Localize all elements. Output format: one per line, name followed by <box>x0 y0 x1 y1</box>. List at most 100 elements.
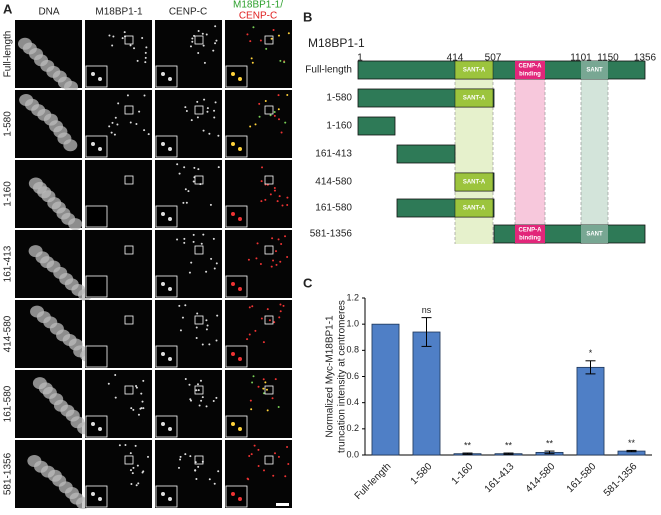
row-label: 414-580 <box>3 315 14 352</box>
spot <box>189 45 192 48</box>
inset <box>155 205 178 228</box>
significance: ns <box>422 305 432 315</box>
x-tick-label: 1-580 <box>409 461 435 487</box>
spot <box>135 122 138 125</box>
spot <box>280 243 283 246</box>
zoom-box <box>124 35 134 45</box>
spot <box>264 381 267 384</box>
spot <box>191 37 194 40</box>
spot <box>213 116 216 119</box>
inset <box>155 135 178 158</box>
spot <box>181 316 184 319</box>
spot <box>273 321 276 324</box>
spot <box>212 400 215 403</box>
x-tick-label: 1-160 <box>450 461 476 487</box>
spot <box>283 61 286 64</box>
construct-bar <box>357 116 396 136</box>
dna-blob <box>68 218 83 231</box>
spot <box>270 37 273 40</box>
spot <box>206 324 209 327</box>
spot <box>277 238 280 241</box>
spot <box>192 180 195 183</box>
protein-name: M18BP1-1 <box>308 36 365 50</box>
spot <box>145 46 148 49</box>
domain-label: SANT <box>586 232 603 238</box>
spot <box>193 166 196 169</box>
inset-spot <box>231 492 235 496</box>
domain-label: SANT-A <box>463 96 486 102</box>
spot <box>282 304 285 307</box>
inset-spot <box>238 497 242 501</box>
inset-spot <box>168 217 172 221</box>
spot <box>274 378 277 381</box>
zoom-box <box>124 105 134 115</box>
zoom-box <box>124 385 134 395</box>
spot <box>281 204 284 207</box>
y-tick-label: 1.2 <box>346 292 359 302</box>
spot <box>276 200 279 203</box>
spot <box>252 26 255 29</box>
spot <box>192 233 195 236</box>
spot <box>135 484 138 487</box>
spot <box>215 339 218 342</box>
spot <box>112 35 115 38</box>
inset <box>225 345 248 368</box>
domain-label: SANT-A <box>463 180 486 186</box>
spot <box>179 329 182 332</box>
spot <box>202 129 205 132</box>
spot <box>144 51 147 54</box>
spot <box>287 32 290 35</box>
spot <box>108 125 111 128</box>
y-axis-label: truncation intensity at centromeres <box>337 300 348 453</box>
spot <box>178 172 181 175</box>
spot <box>201 343 204 346</box>
spot <box>184 453 187 456</box>
position-label: 1101 <box>570 53 592 64</box>
inset-spot <box>238 147 242 151</box>
spot <box>129 469 132 472</box>
spot <box>114 396 117 399</box>
inset-spot <box>238 77 242 81</box>
inset <box>85 415 108 438</box>
spot <box>141 36 144 39</box>
column-header: M18BP1-1/ <box>233 0 283 11</box>
zoom-box <box>124 455 134 465</box>
spot <box>113 133 116 136</box>
spot <box>184 304 187 307</box>
dna-blob <box>64 80 79 93</box>
spot <box>251 305 254 308</box>
inset <box>85 485 108 508</box>
cenpa-box <box>515 225 545 243</box>
spot <box>190 119 193 122</box>
spot <box>258 115 261 118</box>
sant-a-box <box>454 172 494 192</box>
spot <box>279 303 282 306</box>
spot <box>278 316 281 319</box>
spot <box>196 312 199 315</box>
spot <box>130 407 133 410</box>
spot <box>271 397 274 400</box>
spot <box>214 42 217 45</box>
inset <box>225 485 248 508</box>
spot <box>136 59 139 62</box>
spot <box>142 379 145 382</box>
spot <box>259 263 262 266</box>
spot <box>256 242 259 245</box>
construct-label: 1-580 <box>326 93 352 104</box>
spot <box>252 375 255 378</box>
spot <box>136 464 139 467</box>
spot <box>251 61 254 64</box>
spot <box>277 108 280 111</box>
spot <box>260 180 263 183</box>
inset-spot <box>231 212 235 216</box>
spot <box>266 409 269 412</box>
spot <box>190 261 193 264</box>
spot <box>248 455 251 458</box>
spot <box>273 187 276 190</box>
spot <box>251 381 254 384</box>
spot <box>126 94 129 97</box>
error-bar <box>503 452 514 455</box>
spot <box>179 458 182 461</box>
x-tick-label: 161-580 <box>565 461 599 495</box>
panel-label: C <box>303 275 313 290</box>
